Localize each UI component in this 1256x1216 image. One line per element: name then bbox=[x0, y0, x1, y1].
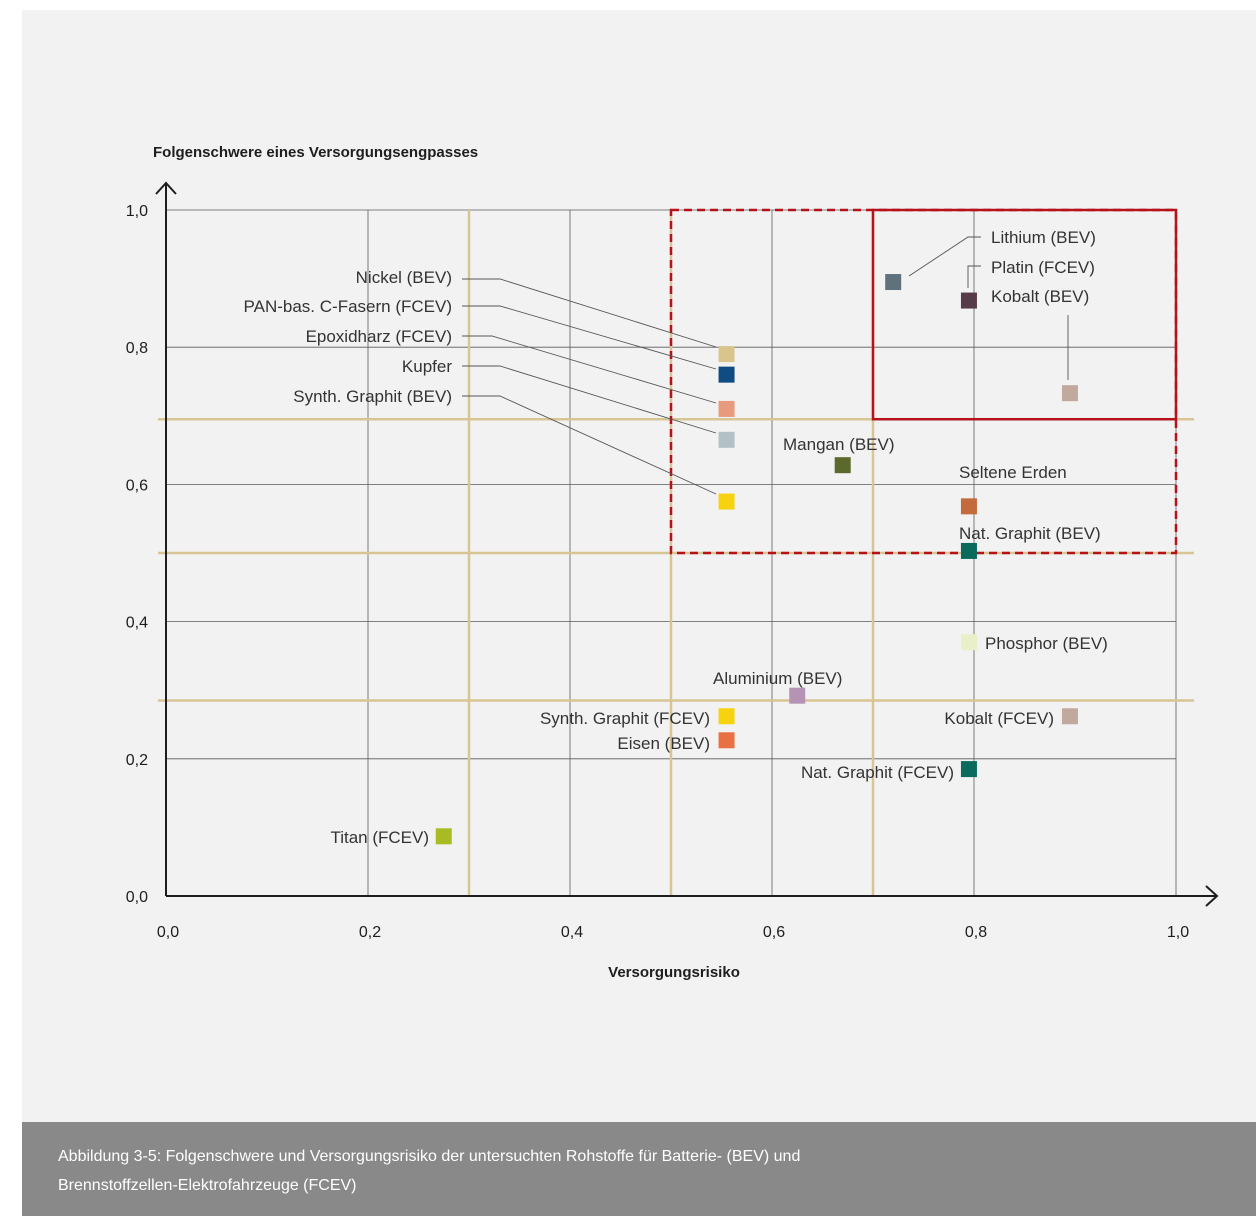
point-marker bbox=[1061, 385, 1078, 402]
leader-line bbox=[462, 365, 717, 434]
y-tick-label: 0,8 bbox=[126, 340, 148, 357]
point-label: Epoxidharz (FCEV) bbox=[306, 327, 452, 346]
figure-caption-bar: Abbildung 3-5: Folgenschwere und Versorg… bbox=[22, 1122, 1256, 1216]
point-marker bbox=[718, 346, 735, 363]
point-marker bbox=[718, 732, 735, 749]
figure-caption-line-2: Brennstoffzellen-Elektrofahrzeuge (FCEV) bbox=[58, 1177, 357, 1194]
point-marker bbox=[789, 687, 806, 704]
leader-line bbox=[908, 236, 981, 277]
leader-line bbox=[462, 395, 717, 495]
y-tick-label: 0,0 bbox=[126, 889, 148, 906]
point-marker bbox=[834, 457, 851, 474]
leader-line bbox=[967, 265, 981, 288]
point-label: Phosphor (BEV) bbox=[985, 634, 1108, 653]
point-label: Nat. Graphit (FCEV) bbox=[801, 763, 954, 782]
point-labels: Nickel (BEV) PAN-bas. C-Fasern (FCEV) Epox… bbox=[244, 228, 1108, 847]
leader-lines bbox=[462, 236, 1069, 495]
x-tick-label: 0,8 bbox=[965, 924, 987, 941]
y-tick-label: 1,0 bbox=[126, 203, 148, 220]
x-tick-label: 1,0 bbox=[1167, 924, 1189, 941]
point-marker bbox=[1061, 708, 1078, 725]
risk-regions bbox=[669, 208, 1178, 555]
y-axis-arrow bbox=[155, 181, 177, 195]
point-label: Platin (FCEV) bbox=[991, 258, 1095, 277]
point-label: Eisen (BEV) bbox=[617, 734, 710, 753]
y-axis-title: Folgenschwere eines Versorgungsengpasses bbox=[153, 144, 478, 161]
point-marker bbox=[718, 493, 735, 510]
point-label: PAN-bas. C-Fasern (FCEV) bbox=[244, 297, 452, 316]
point-label: Kobalt (BEV) bbox=[991, 287, 1089, 306]
figure-caption: Abbildung 3-5: Folgenschwere und Versorg… bbox=[58, 1142, 1218, 1200]
point-marker bbox=[718, 431, 735, 448]
chart-panel bbox=[22, 10, 1256, 1122]
x-tick-label: 0,0 bbox=[157, 924, 179, 941]
y-tick-label: 0,4 bbox=[126, 615, 148, 632]
point-label: Titan (FCEV) bbox=[330, 828, 429, 847]
point-label: Lithium (BEV) bbox=[991, 228, 1096, 247]
point-marker bbox=[885, 274, 902, 291]
leader-line bbox=[462, 278, 717, 348]
point-marker bbox=[435, 828, 452, 845]
point-marker bbox=[960, 542, 977, 559]
y-tick-label: 0,6 bbox=[126, 477, 148, 494]
region-dashed bbox=[669, 208, 1178, 555]
leader-line bbox=[462, 335, 717, 404]
point-marker bbox=[718, 400, 735, 417]
x-tick-label: 0,6 bbox=[763, 924, 785, 941]
point-label: Kupfer bbox=[402, 357, 452, 376]
y-tick-label: 0,2 bbox=[126, 752, 148, 769]
axes bbox=[155, 181, 1219, 907]
point-marker bbox=[718, 708, 735, 725]
x-tick-label: 0,2 bbox=[359, 924, 381, 941]
point-marker bbox=[960, 761, 977, 778]
region-solid bbox=[871, 208, 1178, 421]
x-tick-label: 0,4 bbox=[561, 924, 583, 941]
data-points bbox=[435, 274, 1078, 845]
x-axis-arrow bbox=[1205, 885, 1219, 907]
point-label: Aluminium (BEV) bbox=[713, 669, 842, 688]
point-label: Mangan (BEV) bbox=[783, 435, 895, 454]
point-marker bbox=[960, 634, 977, 651]
point-label: Nickel (BEV) bbox=[356, 268, 452, 287]
point-label: Synth. Graphit (FCEV) bbox=[540, 709, 710, 728]
point-marker bbox=[718, 366, 735, 383]
point-label: Synth. Graphit (BEV) bbox=[293, 387, 452, 406]
figure-caption-line-1: Abbildung 3-5: Folgenschwere und Versorg… bbox=[58, 1148, 801, 1165]
point-label: Kobalt (FCEV) bbox=[944, 709, 1054, 728]
point-label: Nat. Graphit (BEV) bbox=[959, 524, 1101, 543]
point-label: Seltene Erden bbox=[959, 463, 1067, 482]
x-axis-title: Versorgungsrisiko bbox=[608, 964, 740, 981]
point-marker bbox=[960, 292, 977, 309]
tick-labels: 0,0 0,2 0,4 0,6 0,8 1,0 0,0 0,2 0,4 0,6 0,8 1,0 bbox=[126, 203, 1189, 941]
point-marker bbox=[960, 498, 977, 515]
leader-line bbox=[462, 305, 717, 370]
